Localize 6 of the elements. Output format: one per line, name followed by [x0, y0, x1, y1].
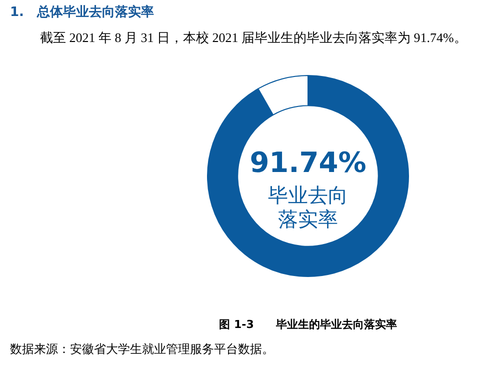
text: 1. 总体毕业去向落实率: [10, 4, 154, 21]
chart-subtitle: 截至 2021 年 8 月 31 日，本校 2021 届毕业生的毕业去向落实率为 91.74%。: [40, 29, 467, 47]
source-note: 数据来源：安徽省大学生就业管理服务平台数据。: [10, 341, 274, 358]
text: 毕业去向落实率: [267, 183, 349, 231]
caption: 图 1-3 毕业生的毕业去向落实率: [218, 317, 398, 332]
text: 91.74%: [248, 146, 368, 179]
